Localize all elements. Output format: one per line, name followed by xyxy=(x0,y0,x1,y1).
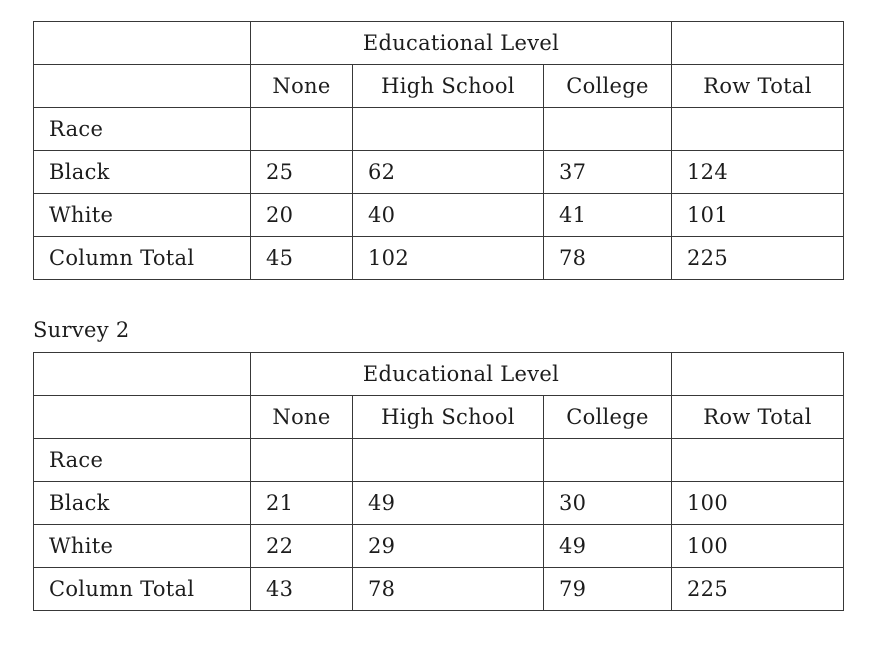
cell-value xyxy=(543,438,672,482)
column-header: None xyxy=(250,395,353,439)
cell-value: 20 xyxy=(250,193,353,237)
cell-value: 79 xyxy=(543,567,672,611)
cell-value: 21 xyxy=(250,481,353,525)
survey-1-table-body: Educational Level None High School College R… xyxy=(33,21,844,280)
row-label: Column Total xyxy=(33,567,251,611)
cell-value xyxy=(352,438,544,482)
cell-value: 78 xyxy=(352,567,544,611)
table-row: Race xyxy=(33,107,844,151)
column-header: High School xyxy=(352,64,544,108)
column-header: College xyxy=(543,395,672,439)
column-header-row: None High School College Row Total xyxy=(33,395,844,439)
table-row: White 22 29 49 100 xyxy=(33,524,844,568)
blank-cell xyxy=(33,64,251,108)
cell-value: 225 xyxy=(671,567,844,611)
cell-value xyxy=(671,107,844,151)
cell-value: 62 xyxy=(352,150,544,194)
table-row: White 20 40 41 101 xyxy=(33,193,844,237)
cell-value: 30 xyxy=(543,481,672,525)
cell-value: 41 xyxy=(543,193,672,237)
row-label: Race xyxy=(33,107,251,151)
table-row: Black 21 49 30 100 xyxy=(33,481,844,525)
survey-2-table: Educational Level None High School College R… xyxy=(33,352,844,611)
table-row: Black 25 62 37 124 xyxy=(33,150,844,194)
survey-1-table: Educational Level None High School College R… xyxy=(33,21,844,280)
group-header-row: Educational Level xyxy=(33,21,844,65)
blank-cell xyxy=(33,395,251,439)
cell-value: 102 xyxy=(352,236,544,280)
cell-value xyxy=(543,107,672,151)
cell-value: 78 xyxy=(543,236,672,280)
row-label: White xyxy=(33,524,251,568)
table-row: Race xyxy=(33,438,844,482)
cell-value: 124 xyxy=(671,150,844,194)
column-header: Row Total xyxy=(671,395,844,439)
cell-value: 101 xyxy=(671,193,844,237)
column-header: Row Total xyxy=(671,64,844,108)
group-header-label: Educational Level xyxy=(250,352,672,396)
row-label: Race xyxy=(33,438,251,482)
cell-value: 40 xyxy=(352,193,544,237)
row-label: White xyxy=(33,193,251,237)
column-header: College xyxy=(543,64,672,108)
table-row: Column Total 43 78 79 225 xyxy=(33,567,844,611)
cell-value xyxy=(671,438,844,482)
cell-value: 29 xyxy=(352,524,544,568)
row-label: Black xyxy=(33,481,251,525)
cell-value: 49 xyxy=(543,524,672,568)
column-header: High School xyxy=(352,395,544,439)
cell-value: 49 xyxy=(352,481,544,525)
cell-value: 100 xyxy=(671,524,844,568)
cell-value: 37 xyxy=(543,150,672,194)
column-header: None xyxy=(250,64,353,108)
row-label: Black xyxy=(33,150,251,194)
cell-value: 45 xyxy=(250,236,353,280)
cell-value xyxy=(250,107,353,151)
cell-value xyxy=(250,438,353,482)
group-header-row: Educational Level xyxy=(33,352,844,396)
survey-2-caption: Survey 2 xyxy=(33,318,130,342)
group-header-label: Educational Level xyxy=(250,21,672,65)
cell-value: 22 xyxy=(250,524,353,568)
row-label: Column Total xyxy=(33,236,251,280)
blank-cell xyxy=(671,352,844,396)
blank-cell xyxy=(33,352,251,396)
column-header-row: None High School College Row Total xyxy=(33,64,844,108)
cell-value xyxy=(352,107,544,151)
cell-value: 225 xyxy=(671,236,844,280)
table-row: Column Total 45 102 78 225 xyxy=(33,236,844,280)
cell-value: 100 xyxy=(671,481,844,525)
survey-2-table-body: Educational Level None High School College R… xyxy=(33,352,844,611)
blank-cell xyxy=(33,21,251,65)
cell-value: 43 xyxy=(250,567,353,611)
blank-cell xyxy=(671,21,844,65)
cell-value: 25 xyxy=(250,150,353,194)
